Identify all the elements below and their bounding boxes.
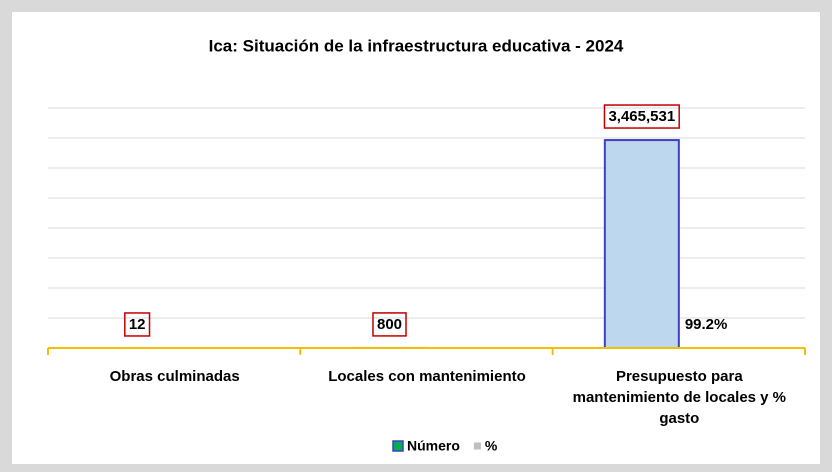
data-label: 12 [129,316,146,333]
chart-title: Ica: Situación de la infraestructura edu… [209,36,624,55]
legend-label: Número [407,438,460,454]
x-tick-label: Presupuesto para mantenimiento de locale… [572,368,787,427]
legend-swatch [392,440,404,452]
x-tick-label: Locales con mantenimiento [328,368,526,385]
label-box [372,312,407,337]
legend-label: % [485,438,498,454]
legend-swatch [473,442,481,450]
data-label: 99.2% [685,316,728,333]
data-label: 3,465,531 [608,108,675,125]
chart-area [12,12,820,464]
label-box [603,104,680,129]
data-label: 800 [377,316,402,333]
label-box [124,312,151,337]
x-tick-label: Obras culminadas [109,368,240,385]
bar [603,139,680,349]
